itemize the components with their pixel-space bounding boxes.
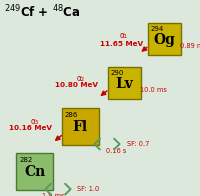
Text: 290: 290 [111, 71, 124, 76]
Text: 282: 282 [20, 157, 33, 163]
Text: 286: 286 [65, 112, 78, 118]
Text: 1.9 ms: 1.9 ms [42, 193, 65, 196]
FancyBboxPatch shape [62, 108, 98, 145]
Text: $^{249}$Cf + $^{48}$Ca: $^{249}$Cf + $^{48}$Ca [4, 4, 81, 21]
Text: α₂: α₂ [77, 74, 85, 83]
Text: 10.0 ms: 10.0 ms [140, 87, 167, 93]
FancyBboxPatch shape [16, 153, 53, 190]
Text: Og: Og [153, 33, 175, 47]
Text: 11.65 MeV: 11.65 MeV [100, 41, 143, 47]
Text: α₁: α₁ [120, 31, 128, 40]
Text: α₃: α₃ [31, 117, 39, 126]
Text: 10.16 MeV: 10.16 MeV [9, 125, 52, 131]
Text: Lv: Lv [115, 77, 133, 91]
FancyBboxPatch shape [108, 67, 140, 100]
Text: 294: 294 [151, 26, 164, 32]
Text: 0.89 ms: 0.89 ms [180, 43, 200, 49]
Text: Cn: Cn [24, 165, 46, 180]
FancyBboxPatch shape [148, 23, 180, 55]
Text: SF: 1.0: SF: 1.0 [77, 186, 99, 192]
Text: Fl: Fl [72, 120, 88, 134]
Text: 10.80 MeV: 10.80 MeV [55, 82, 98, 88]
Text: 0.16 s: 0.16 s [106, 148, 127, 154]
Text: SF: 0.7: SF: 0.7 [127, 141, 149, 147]
